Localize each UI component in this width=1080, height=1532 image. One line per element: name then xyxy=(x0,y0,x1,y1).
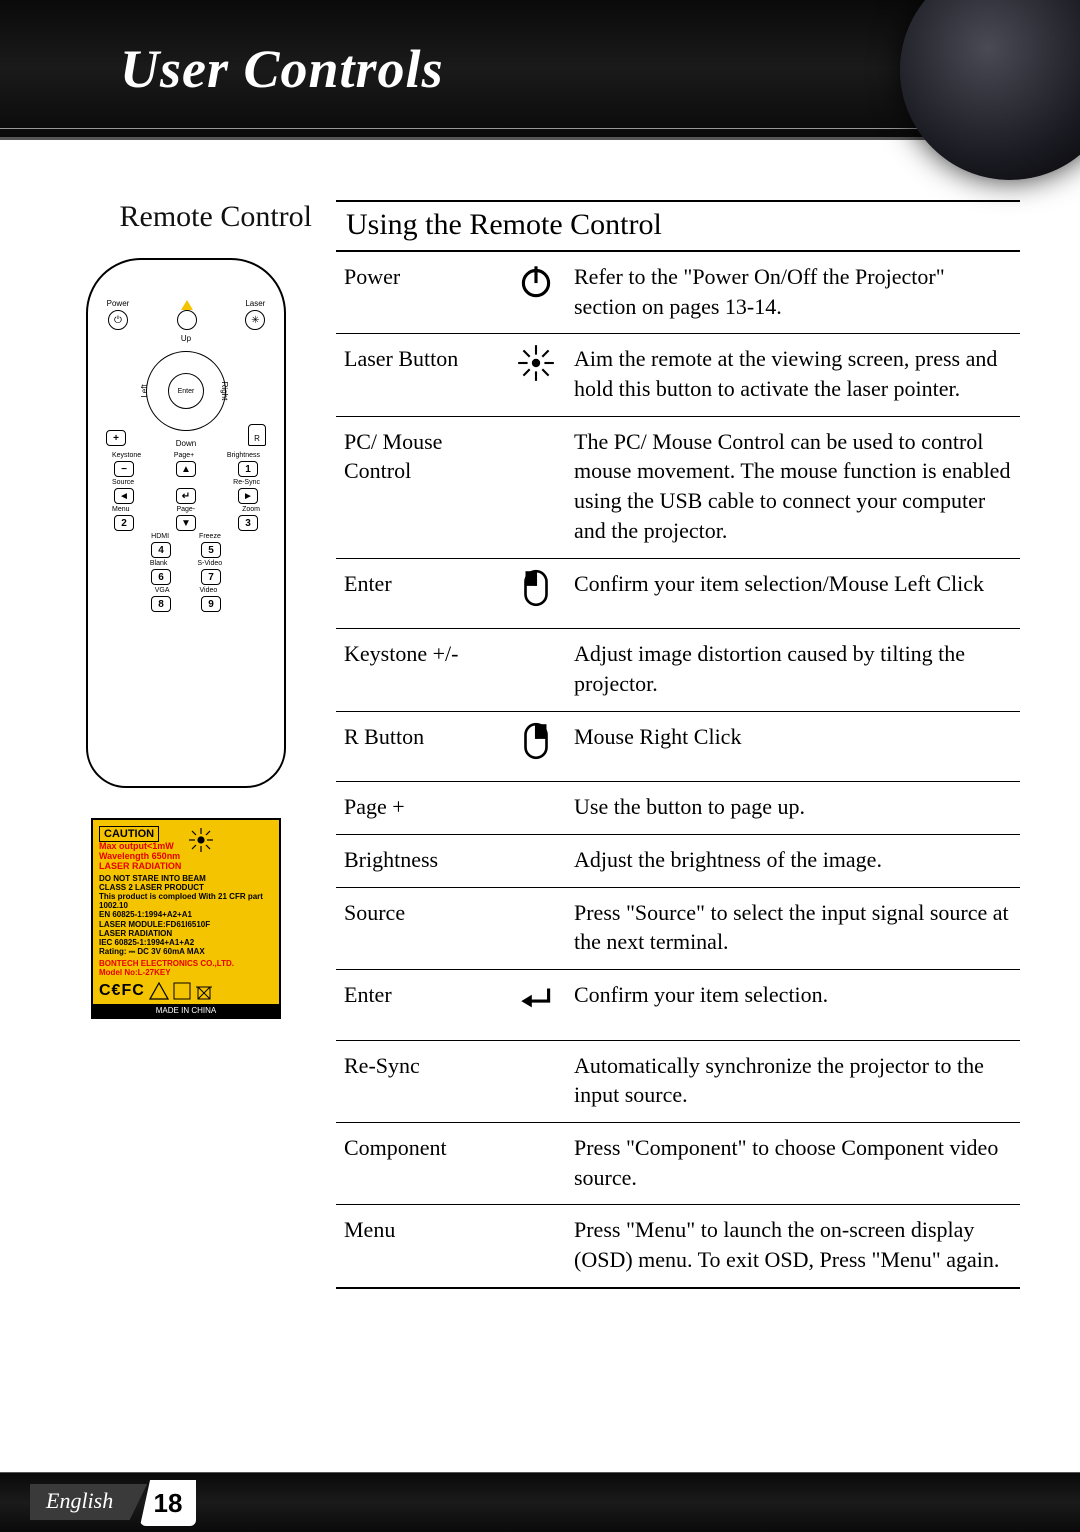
function-name: Enter xyxy=(336,558,506,629)
table-row: Menu Press "Menu" to launch the on-screen… xyxy=(336,1205,1020,1288)
function-table: Power Refer to the "Power On/Off the Proj… xyxy=(336,252,1020,1289)
table-row: Page + Use the button to page up. xyxy=(336,782,1020,835)
bin-icon xyxy=(195,982,213,1000)
function-icon xyxy=(506,834,566,887)
function-name: R Button xyxy=(336,711,506,782)
function-desc: Adjust the brightness of the image. xyxy=(566,834,1020,887)
power-button-icon: ⏻ xyxy=(108,310,128,330)
function-desc: Automatically synchronize the projector … xyxy=(566,1040,1020,1122)
function-name: Brightness xyxy=(336,834,506,887)
warning-icon xyxy=(181,300,193,310)
table-row: Enter Confirm your item selection/Mouse L… xyxy=(336,558,1020,629)
r-button-icon: R xyxy=(248,424,266,446)
laser-button-icon: ✳ xyxy=(245,310,265,330)
footer-language: English xyxy=(30,1484,147,1520)
tuv-triangle-icon xyxy=(149,982,169,1000)
function-name: Laser Button xyxy=(336,334,506,416)
header-rule xyxy=(0,128,1080,129)
middle-circ xyxy=(177,310,197,330)
function-desc: Aim the remote at the viewing screen, pr… xyxy=(566,334,1020,416)
table-row: Brightness Adjust the brightness of the i… xyxy=(336,834,1020,887)
power-label: Power xyxy=(107,300,130,308)
cert-box-icon xyxy=(173,982,191,1000)
table-row: PC/ Mouse Control The PC/ Mouse Control c… xyxy=(336,416,1020,558)
function-name: Keystone +/- xyxy=(336,629,506,711)
table-row: Keystone +/- Adjust image distortion caus… xyxy=(336,629,1020,711)
function-name: Page + xyxy=(336,782,506,835)
footer-page-number: 18 xyxy=(140,1480,196,1526)
function-name: Source xyxy=(336,887,506,969)
function-desc: Mouse Right Click xyxy=(566,711,1020,782)
left-heading: Remote Control xyxy=(60,200,312,234)
function-desc: Adjust image distortion caused by tiltin… xyxy=(566,629,1020,711)
function-desc: Confirm your item selection. xyxy=(566,970,1020,1041)
function-icon xyxy=(506,1123,566,1205)
function-icon xyxy=(506,711,566,782)
function-name: Re-Sync xyxy=(336,1040,506,1122)
function-icon xyxy=(506,416,566,558)
function-name: Menu xyxy=(336,1205,506,1288)
table-row: R Button Mouse Right Click xyxy=(336,711,1020,782)
function-name: Power xyxy=(336,252,506,334)
function-icon xyxy=(506,887,566,969)
footer: English 18 xyxy=(0,1472,1080,1532)
page-title: User Controls xyxy=(120,38,444,100)
function-desc: The PC/ Mouse Control can be used to con… xyxy=(566,416,1020,558)
function-desc: Press "Component" to choose Component vi… xyxy=(566,1123,1020,1205)
ce-mark: C€FC xyxy=(99,982,145,1000)
function-icon xyxy=(506,782,566,835)
table-row: Power Refer to the "Power On/Off the Proj… xyxy=(336,252,1020,334)
table-row: Laser Button Aim the remote at the viewin… xyxy=(336,334,1020,416)
caution-body: DO NOT STARE INTO BEAM CLASS 2 LASER PRO… xyxy=(99,874,273,957)
header-band: User Controls xyxy=(0,0,1080,140)
caution-red-text: Max output<1mW Wavelength 650nm LASER RA… xyxy=(99,842,181,872)
function-desc: Press "Menu" to launch the on-screen dis… xyxy=(566,1205,1020,1288)
function-icon xyxy=(506,334,566,416)
function-desc: Use the button to page up. xyxy=(566,782,1020,835)
function-name: PC/ Mouse Control xyxy=(336,416,506,558)
laser-burst-icon xyxy=(187,826,215,854)
function-name: Enter xyxy=(336,970,506,1041)
caution-company: BONTECH ELECTRONICS CO.,LTD. Model No:L-… xyxy=(99,960,273,978)
function-icon xyxy=(506,1205,566,1288)
section-heading: Using the Remote Control xyxy=(336,200,1020,252)
remote-diagram: Power ⏻ Laser ✳ Enter Up Down Left Right +… xyxy=(86,258,286,788)
function-desc: Confirm your item selection/Mouse Left C… xyxy=(566,558,1020,629)
function-icon xyxy=(506,629,566,711)
function-icon xyxy=(506,558,566,629)
function-icon xyxy=(506,252,566,334)
table-row: Enter Confirm your item selection. xyxy=(336,970,1020,1041)
function-desc: Refer to the "Power On/Off the Projector… xyxy=(566,252,1020,334)
function-desc: Press "Source" to select the input signa… xyxy=(566,887,1020,969)
table-row: Source Press "Source" to select the input… xyxy=(336,887,1020,969)
laser-label: Laser xyxy=(245,300,265,308)
table-row: Re-Sync Automatically synchronize the pro… xyxy=(336,1040,1020,1122)
function-name: Component xyxy=(336,1123,506,1205)
function-icon xyxy=(506,970,566,1041)
made-in: MADE IN CHINA xyxy=(93,1004,279,1017)
caution-label: CAUTION Max output<1mW Wavelength 650nm … xyxy=(91,818,281,1019)
function-icon xyxy=(506,1040,566,1122)
table-row: Component Press "Component" to choose Com… xyxy=(336,1123,1020,1205)
dpad: Enter Up Down Left Right + R xyxy=(106,336,266,446)
